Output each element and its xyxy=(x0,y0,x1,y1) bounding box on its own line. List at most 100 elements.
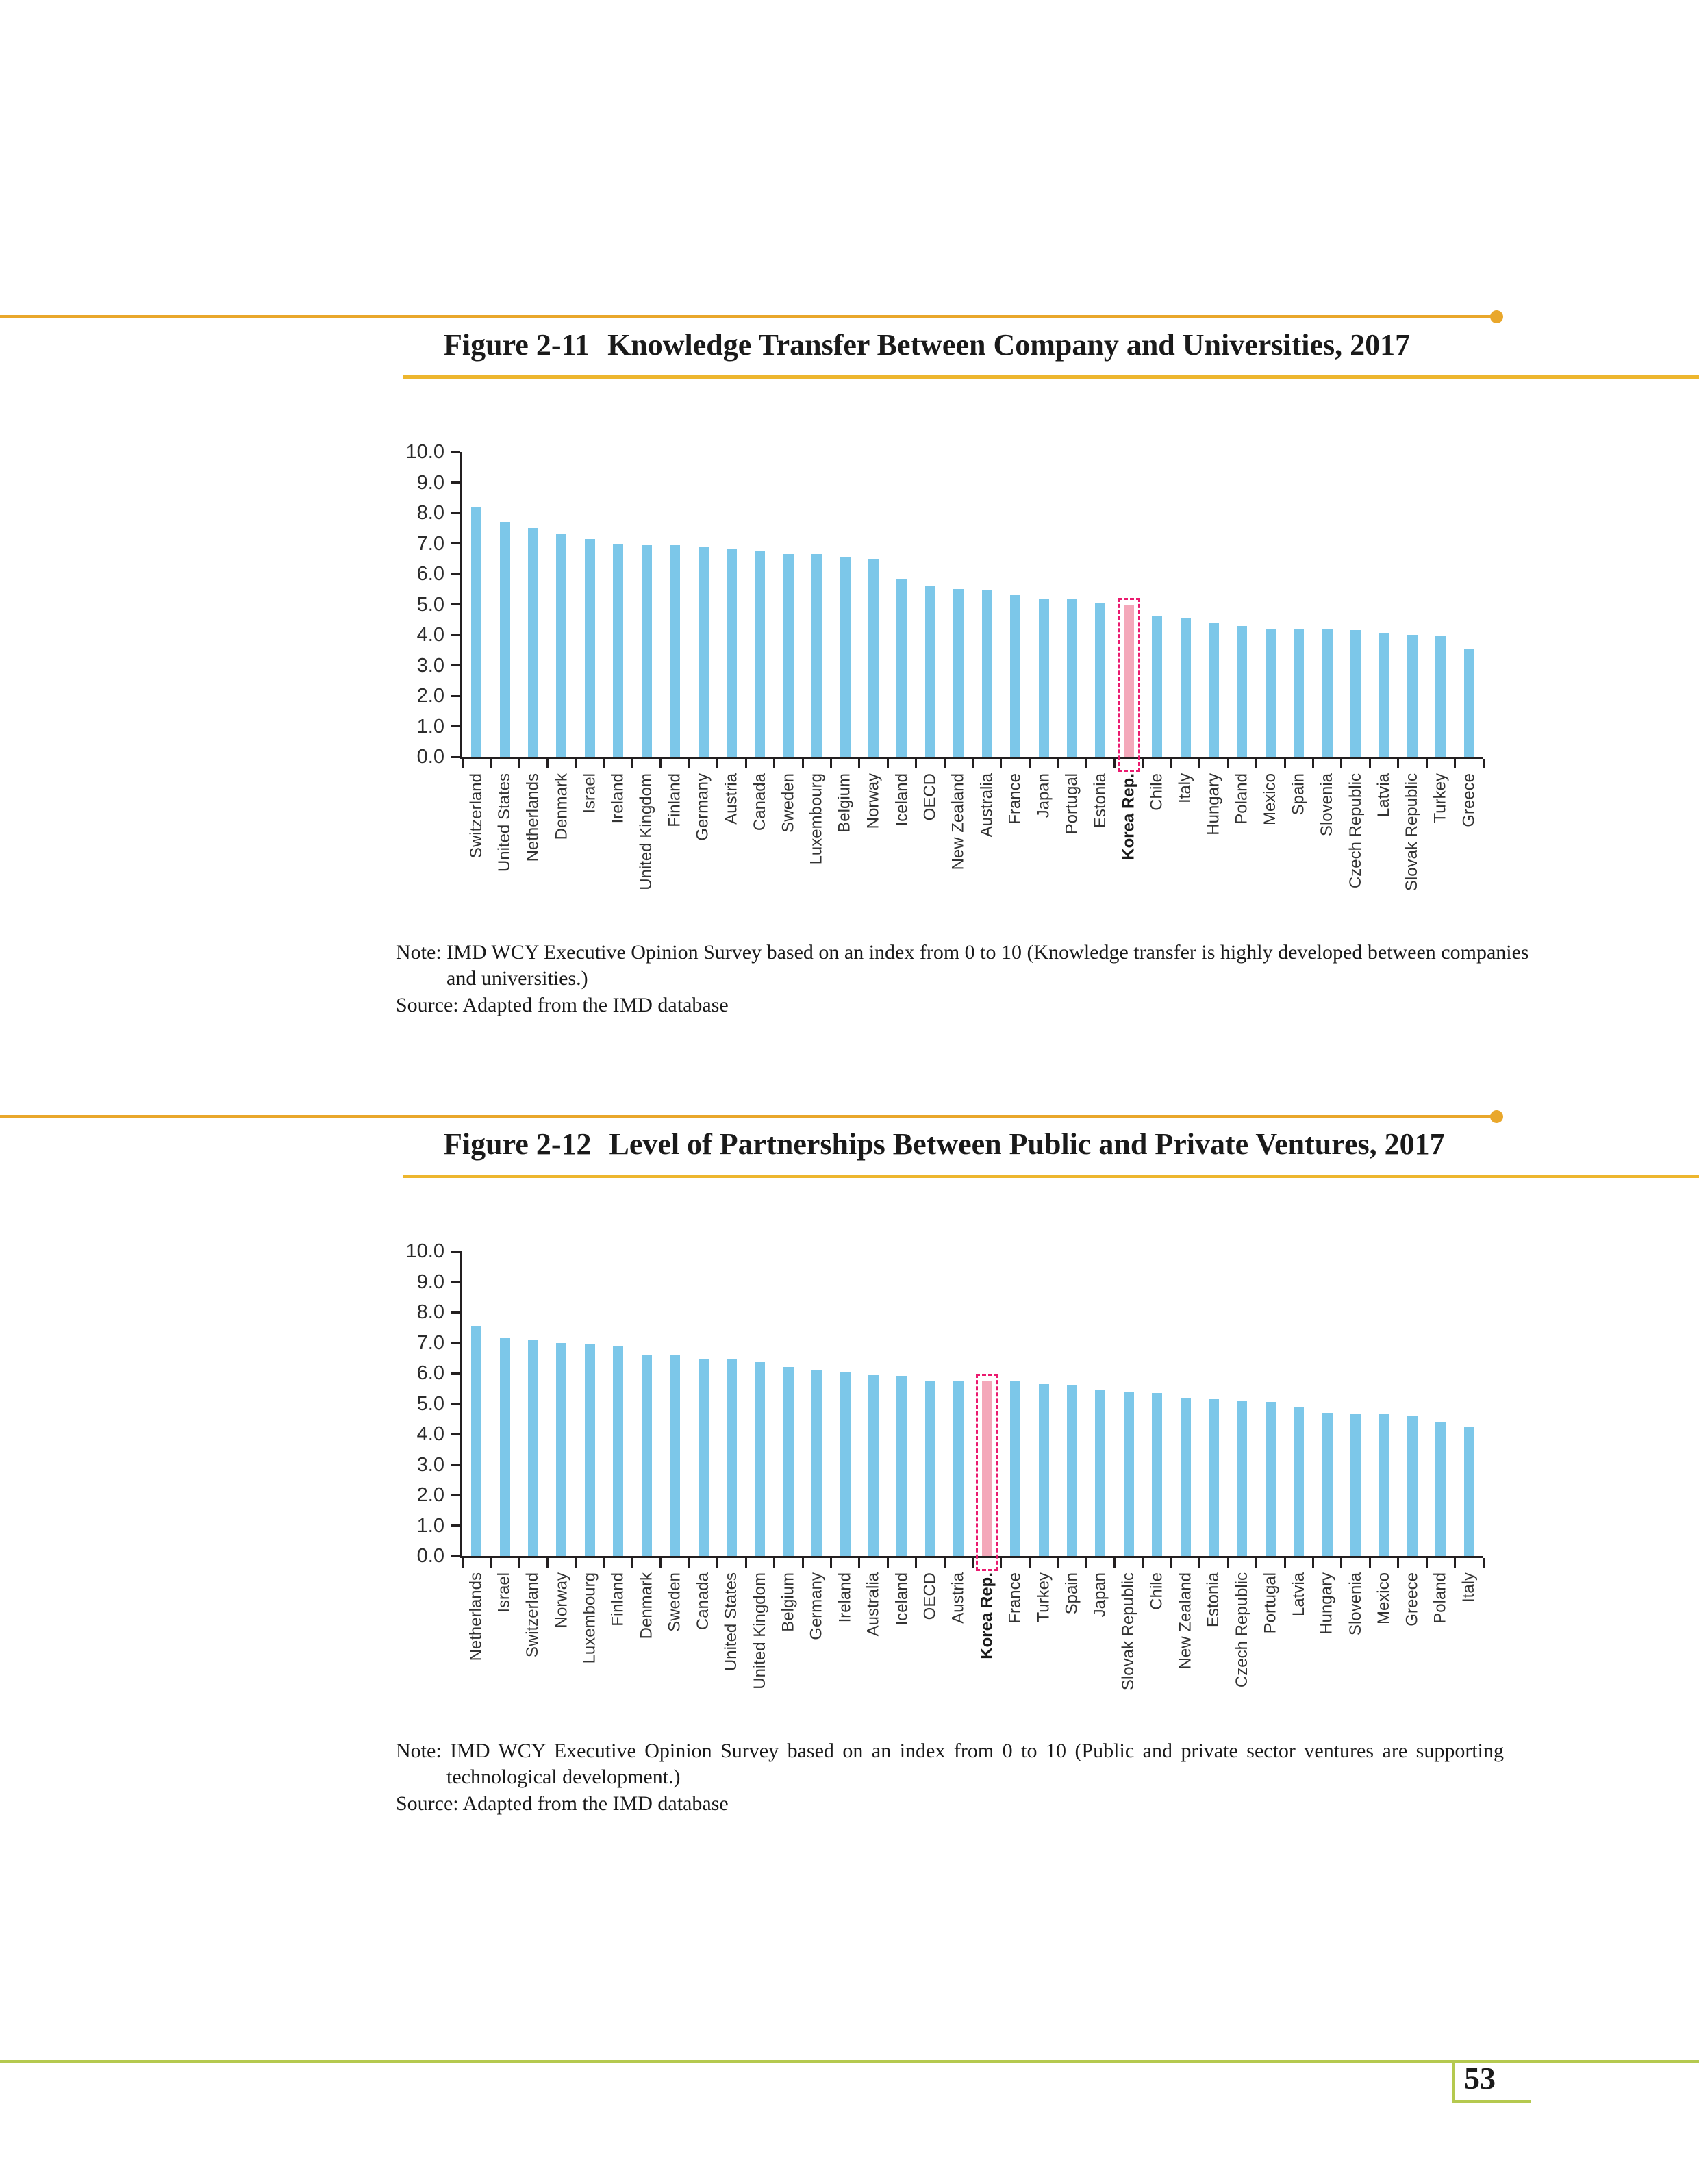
category-label-text: Netherlands xyxy=(523,773,542,862)
bar-slovenia xyxy=(1322,629,1333,757)
x-axis-tick xyxy=(1113,759,1116,768)
y-axis-label: 0.0 xyxy=(416,1545,444,1567)
category-label-text: Norway xyxy=(864,773,883,829)
footer-rule xyxy=(0,2060,1699,2063)
y-axis-label: 7.0 xyxy=(416,1331,444,1354)
x-axis-tick xyxy=(1397,759,1400,768)
x-axis-tick xyxy=(1142,1558,1144,1568)
category-label-text: United Kingdom xyxy=(637,773,656,890)
figure-number: Figure 2-12 xyxy=(444,1127,592,1161)
bar-austria xyxy=(953,1381,964,1556)
x-axis-tick xyxy=(1170,1558,1172,1568)
category-label-text: Slovenia xyxy=(1318,773,1337,837)
y-axis-label: 7.0 xyxy=(416,532,444,555)
page-number: 53 xyxy=(1464,2061,1496,2096)
figure-2-12-title: Figure 2-12 Level of Partnerships Between… xyxy=(444,1127,1445,1162)
category-label-text: Greece xyxy=(1402,1572,1422,1627)
x-axis-tick xyxy=(1198,759,1201,768)
bar-portugal xyxy=(1066,598,1077,757)
bar-norway xyxy=(868,558,879,757)
x-axis-tick xyxy=(1142,759,1144,768)
bar-japan xyxy=(1038,598,1049,757)
category-label-text: Mexico xyxy=(1374,1572,1394,1625)
category-label-text: Portugal xyxy=(1261,1572,1280,1634)
category-label-text: Sweden xyxy=(779,773,798,833)
x-axis-tick xyxy=(546,759,549,768)
bar-oecd xyxy=(924,1381,935,1556)
category-label-text: Hungary xyxy=(1318,1572,1337,1635)
y-axis-tick xyxy=(451,725,460,727)
y-axis-label: 9.0 xyxy=(416,471,444,494)
bar-italy xyxy=(1180,618,1191,757)
x-axis-tick xyxy=(1057,1558,1059,1568)
bar-finland xyxy=(613,1345,624,1556)
category-label-text: Germany xyxy=(694,773,713,841)
y-axis-label: 9.0 xyxy=(416,1270,444,1293)
x-axis-tick xyxy=(659,759,662,768)
x-axis-tick xyxy=(829,1558,832,1568)
category-label-text: Korea Rep. xyxy=(977,1572,996,1659)
bar-italy xyxy=(1463,1426,1474,1556)
category-label-text: Hungary xyxy=(1204,773,1223,836)
category-label-text: Canada xyxy=(750,773,769,831)
x-axis-tick xyxy=(915,1558,918,1568)
title-underline xyxy=(403,1175,1699,1178)
category-label-text: Finland xyxy=(608,1572,627,1627)
y-axis-tick xyxy=(451,1433,460,1435)
x-axis-tick xyxy=(716,1558,719,1568)
category-label-text: New Zealand xyxy=(948,773,968,870)
bar-chile xyxy=(1152,616,1163,757)
x-axis-tick xyxy=(1226,759,1229,768)
category-label-text: Austria xyxy=(948,1572,968,1624)
category-label-text: Latvia xyxy=(1289,1572,1308,1617)
y-axis-tick xyxy=(451,694,460,697)
bar-spain xyxy=(1294,629,1305,757)
x-axis-tick xyxy=(1057,759,1059,768)
y-axis-label: 2.0 xyxy=(416,1484,444,1506)
bar-france xyxy=(1010,1381,1021,1556)
y-axis-label: 2.0 xyxy=(416,685,444,707)
y-axis-tick xyxy=(451,512,460,514)
x-axis-tick xyxy=(461,759,464,768)
category-label-text: United Kingdom xyxy=(750,1572,769,1690)
bar-austria xyxy=(726,549,737,757)
x-axis-tick xyxy=(688,759,690,768)
figure-title-text: Knowledge Transfer Between Company and U… xyxy=(607,328,1411,362)
bar-netherlands xyxy=(471,1326,482,1556)
category-label-text: France xyxy=(1005,1572,1024,1624)
y-axis-tick xyxy=(451,1342,460,1344)
category-label-text: Chile xyxy=(1147,773,1166,811)
bar-slovak-republic xyxy=(1123,1391,1134,1556)
bar-slovak-republic xyxy=(1407,635,1418,757)
x-axis-tick xyxy=(1198,1558,1201,1568)
x-axis-tick xyxy=(1085,759,1087,768)
x-axis-tick xyxy=(1340,1558,1343,1568)
x-axis-tick xyxy=(1028,1558,1031,1568)
category-label-text: Turkey xyxy=(1034,1572,1053,1622)
category-label-text: Israel xyxy=(580,773,599,814)
category-label-text: Iceland xyxy=(892,773,911,827)
category-label-text: Poland xyxy=(1232,773,1251,825)
category-label-text: Australia xyxy=(864,1572,883,1637)
bar-hungary xyxy=(1209,623,1220,757)
bar-luxembourg xyxy=(584,1344,595,1556)
bar-highlighted-korea-rep- xyxy=(1123,604,1134,757)
x-axis-tick xyxy=(1397,1558,1400,1568)
bar-israel xyxy=(584,538,595,757)
x-axis-tick xyxy=(829,759,832,768)
bar-japan xyxy=(1095,1390,1106,1556)
bar-poland xyxy=(1435,1422,1446,1556)
category-label-text: Mexico xyxy=(1261,773,1280,826)
bar-iceland xyxy=(896,1376,907,1556)
section-rule xyxy=(0,1115,1497,1118)
plot-area: 0.0 1.0 2.0 3.0 4.0 5.0 6.0 7.0 8.0 9.0 10.0 Nether… xyxy=(406,1240,1485,1690)
category-label-text: Czech Republic xyxy=(1346,773,1365,889)
bar-mexico xyxy=(1379,1414,1389,1556)
title-underline xyxy=(403,375,1699,379)
x-axis-tick xyxy=(489,1558,492,1568)
x-axis-tick xyxy=(1482,1558,1485,1568)
category-label-text: Slovak Republic xyxy=(1119,1572,1138,1691)
x-axis-tick xyxy=(1312,759,1314,768)
category-label-text: Norway xyxy=(551,1572,570,1629)
bar-turkey xyxy=(1435,636,1446,757)
